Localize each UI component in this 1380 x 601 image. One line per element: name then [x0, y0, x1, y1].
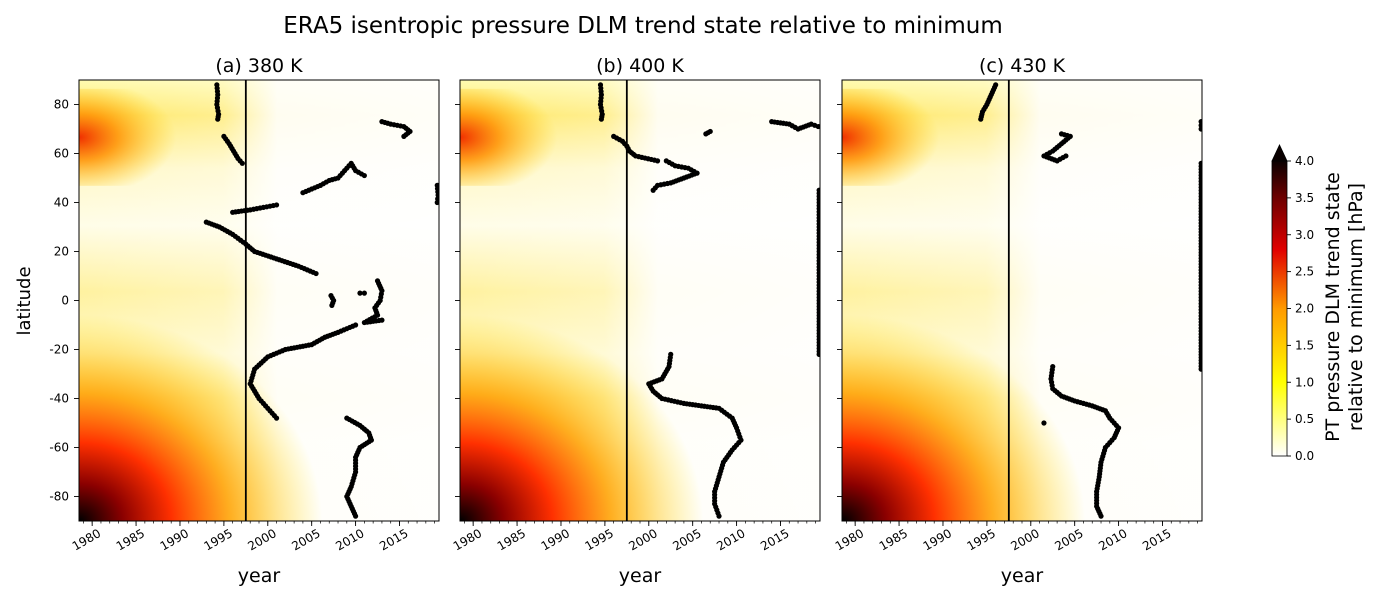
x-axis-label: year	[619, 565, 662, 587]
minimum-marker	[978, 116, 984, 122]
minimum-marker	[379, 317, 385, 323]
colorbar-tick-label: 3.0	[1295, 228, 1314, 242]
minimum-marker	[650, 187, 656, 193]
minimum-markers	[203, 82, 439, 519]
panel-1: (a) 380 K 1980 1985 1990 1995 2000 2005 2010 201…	[49, 55, 440, 587]
panel-title: (a) 380 K	[215, 55, 303, 77]
x-tick-label: 1980	[70, 526, 103, 553]
x-axis-label: year	[238, 565, 281, 587]
x-tick-label: 2005	[670, 526, 703, 553]
minimum-marker	[1198, 366, 1202, 372]
colorbar-tick-label: 1.5	[1295, 338, 1314, 352]
heatmap	[79, 80, 439, 521]
minimum-marker	[1041, 420, 1047, 426]
minimum-marker	[273, 415, 280, 421]
minimum-marker	[361, 290, 367, 296]
y-tick-label: 20	[54, 245, 69, 259]
x-tick-label: 1995	[583, 526, 616, 553]
y-tick-label: -40	[49, 392, 69, 406]
x-tick-label: 2005	[1052, 526, 1085, 553]
minimum-marker	[815, 123, 820, 130]
minimum-marker	[1198, 126, 1202, 132]
colorbar-gradient	[1271, 160, 1288, 457]
figure-title: ERA5 isentropic pressure DLM trend state…	[283, 13, 1002, 39]
y-tick-label: 40	[54, 196, 69, 210]
colorbar-tick-label: 0.5	[1295, 412, 1314, 426]
minimum-marker	[598, 116, 604, 122]
minimum-marker	[352, 513, 359, 519]
colorbar-tick-label: 2.0	[1295, 302, 1314, 316]
minimum-marker	[1098, 513, 1104, 519]
minimum-markers	[978, 82, 1202, 519]
minimum-marker	[1063, 153, 1069, 159]
x-axis-label: year	[1001, 565, 1044, 587]
heatmap	[842, 80, 1202, 521]
colorbar-tick-label: 0.0	[1295, 449, 1314, 463]
x-tick-label: 1995	[965, 526, 998, 553]
x-tick-label: 1990	[921, 526, 954, 553]
y-tick-label: -80	[49, 490, 69, 504]
x-tick-label: 2005	[289, 526, 322, 553]
x-tick-label: 1985	[114, 526, 147, 553]
x-tick-label: 1990	[158, 526, 191, 553]
y-tick-label: -20	[49, 343, 69, 357]
panel-2: (b) 400 K 1980 1985 1990 1995 2000 2005 2010 201…	[451, 55, 821, 587]
minimum-marker	[434, 199, 439, 206]
colorbar-label-line2: relative to minimum [hPa]	[1345, 183, 1367, 431]
y-tick-label: 0	[61, 294, 69, 308]
minimum-marker	[361, 172, 367, 179]
x-tick-label: 2000	[245, 526, 278, 553]
x-tick-label: 2000	[1008, 526, 1041, 553]
x-tick-label: 1995	[202, 526, 235, 553]
x-tick-label: 2010	[333, 526, 366, 553]
colorbar-extend-arrow	[1271, 144, 1288, 162]
x-tick-label: 1985	[495, 526, 528, 553]
heatmap	[460, 80, 820, 521]
minimum-marker	[357, 290, 363, 296]
y-tick-label: 80	[54, 98, 69, 112]
panel-title: (c) 430 K	[979, 55, 1066, 77]
x-tick-label: 1980	[451, 526, 484, 553]
minimum-marker	[329, 302, 335, 308]
minimum-marker	[707, 128, 713, 135]
minimum-markers	[597, 82, 820, 519]
x-tick-label: 2010	[1096, 526, 1129, 553]
minimum-marker	[401, 133, 407, 139]
x-tick-label: 1985	[877, 526, 910, 553]
x-tick-label: 1980	[833, 526, 866, 553]
minimum-marker	[716, 513, 722, 519]
y-axis-label: latitude	[14, 266, 35, 335]
minimum-marker	[654, 158, 661, 164]
minimum-marker	[215, 116, 221, 122]
x-tick-label: 1990	[539, 526, 572, 553]
x-tick-label: 2015	[758, 526, 791, 553]
x-tick-label: 2000	[626, 526, 659, 553]
colorbar: 0.0 0.5 1.0 1.5 2.0 2.5 3.0 3.5 4.0 PT pressure …	[1271, 144, 1367, 463]
colorbar-tick-label: 2.5	[1295, 265, 1314, 279]
colorbar-label-line1: PT pressure DLM trend state	[1322, 172, 1344, 442]
minimum-marker	[273, 202, 280, 208]
minimum-marker	[239, 160, 245, 166]
minimum-marker	[816, 351, 820, 357]
panel-title: (b) 400 K	[596, 55, 684, 77]
colorbar-tick-label: 1.0	[1295, 375, 1314, 389]
colorbar-tick-label: 3.5	[1295, 191, 1314, 205]
x-tick-label: 2010	[714, 526, 747, 553]
colorbar-tick-label: 4.0	[1295, 154, 1314, 168]
x-tick-label: 2015	[377, 526, 410, 553]
x-tick-label: 2015	[1140, 526, 1173, 553]
minimum-marker	[313, 270, 319, 277]
y-tick-label: -60	[49, 441, 69, 455]
y-tick-label: 60	[54, 147, 69, 161]
panel-3: (c) 430 K 1980 1985 1990 1995 2000 2005 2010 201…	[833, 55, 1203, 587]
